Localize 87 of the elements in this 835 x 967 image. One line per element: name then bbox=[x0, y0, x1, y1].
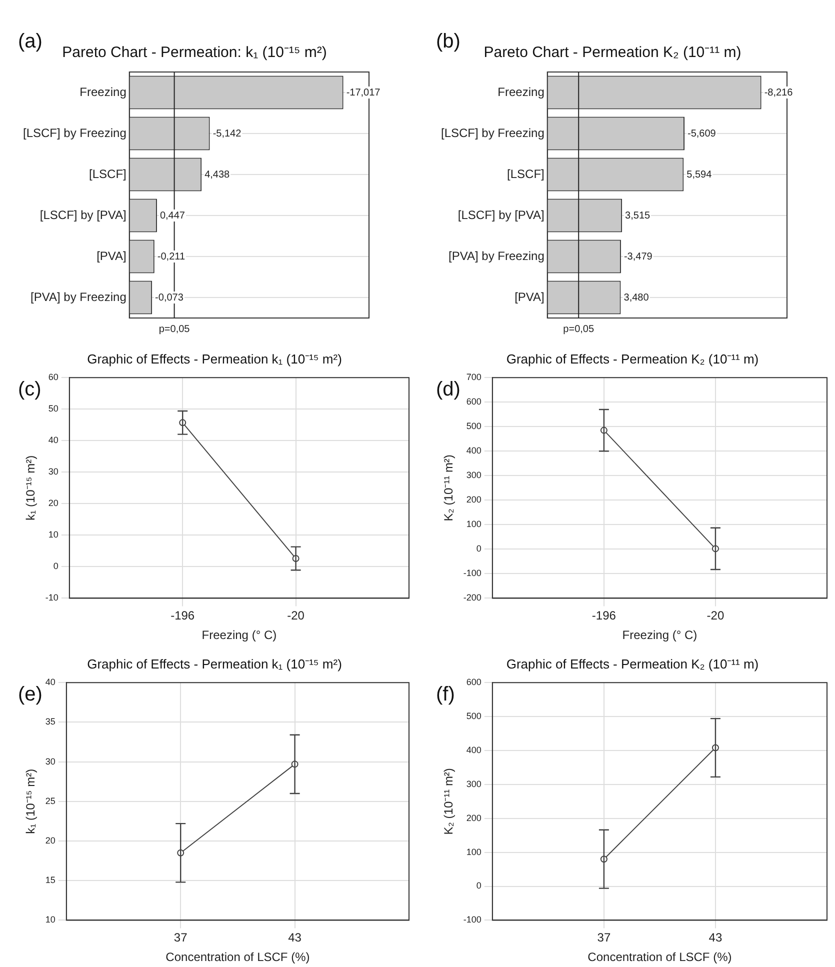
y-tick-label: -10 bbox=[45, 592, 58, 603]
y-tick-label: [PVA] bbox=[96, 248, 126, 263]
y-tick-label: 400 bbox=[466, 744, 482, 755]
annotation: -8,216 bbox=[764, 87, 794, 98]
y-tick-label: [LSCF] by Freezing bbox=[440, 126, 544, 140]
chart-title: Pareto Chart - Permeation K₂ (10⁻¹¹ m) bbox=[484, 44, 742, 62]
y-tick-label: 600 bbox=[466, 396, 482, 407]
y-tick-label: [PVA] bbox=[514, 290, 544, 304]
y-tick-label: 50 bbox=[48, 404, 58, 414]
x-tick-label: 43 bbox=[288, 930, 302, 945]
y-tick-label: [PVA] by Freezing bbox=[30, 290, 126, 304]
annotation: 5,594 bbox=[686, 169, 712, 180]
y-tick-label: [LSCF] by [PVA] bbox=[40, 208, 126, 222]
y-tick-label: 400 bbox=[466, 446, 482, 456]
x-axis-title: Freezing (° C) bbox=[202, 628, 277, 642]
y-tick-label: Freezing bbox=[80, 84, 126, 99]
annotation: 0,447 bbox=[160, 210, 186, 222]
y-tick-label: [LSCF] bbox=[507, 166, 544, 181]
x-tick-label: 43 bbox=[708, 930, 722, 945]
x-tick-label: -196 bbox=[592, 608, 616, 623]
text: (f) bbox=[436, 684, 455, 706]
y-tick-label: 300 bbox=[466, 778, 482, 789]
y-tick-label: 100 bbox=[466, 846, 482, 857]
y-tick-label: 100 bbox=[466, 519, 482, 530]
y-axis-title: K₂ (10⁻¹¹ m²) bbox=[442, 454, 456, 522]
y-tick-label: 500 bbox=[466, 421, 482, 432]
y-tick-label: [PVA] by Freezing bbox=[448, 248, 544, 263]
x-axis-title: Freezing (° C) bbox=[622, 628, 698, 642]
text: (d) bbox=[436, 378, 460, 401]
y-tick-label: 30 bbox=[45, 756, 56, 766]
annotation: -0,073 bbox=[155, 292, 184, 304]
y-tick-label: 10 bbox=[48, 530, 58, 540]
y-tick-label: [LSCF] bbox=[89, 166, 126, 181]
text: p=0,05 bbox=[158, 324, 190, 335]
y-tick-label: [LSCF] by [PVA] bbox=[458, 208, 544, 222]
text: p=0,05 bbox=[563, 324, 594, 335]
text: (b) bbox=[436, 30, 460, 53]
y-tick-label: 15 bbox=[45, 875, 56, 886]
annotation: -5,142 bbox=[212, 128, 242, 140]
x-tick-label: 37 bbox=[597, 930, 611, 945]
x-axis-title: Concentration of LSCF (%) bbox=[588, 950, 732, 964]
y-tick-label: 200 bbox=[466, 812, 482, 823]
text: (e) bbox=[18, 684, 42, 706]
annotation: -3,479 bbox=[624, 251, 653, 262]
y-tick-label: -200 bbox=[463, 592, 482, 603]
y-tick-label: 600 bbox=[466, 677, 482, 688]
y-tick-label: 0 bbox=[476, 880, 482, 891]
annotation: -0,211 bbox=[157, 251, 186, 262]
annotation: -5,609 bbox=[688, 128, 716, 140]
y-tick-label: 0 bbox=[53, 561, 58, 572]
annotation: 4,438 bbox=[204, 169, 230, 180]
y-tick-label: 20 bbox=[48, 498, 58, 508]
chart-title: Graphic of Effects - Permeation K₂ (10⁻¹¹ m) bbox=[506, 351, 759, 366]
y-tick-label: 20 bbox=[45, 835, 56, 846]
y-tick-label: 200 bbox=[466, 494, 482, 505]
chart-title: Graphic of Effects - Permeation k₁ (10⁻¹⁵ m²) bbox=[87, 656, 342, 672]
y-tick-label: 60 bbox=[48, 372, 58, 382]
y-tick-label: 500 bbox=[466, 711, 482, 722]
text: (a) bbox=[18, 30, 42, 53]
x-tick-label: -196 bbox=[170, 608, 195, 623]
y-tick-label: 40 bbox=[45, 677, 56, 688]
annotation: 3,515 bbox=[625, 210, 651, 222]
y-tick-label: 30 bbox=[48, 466, 58, 477]
y-tick-label: -100 bbox=[463, 568, 482, 578]
x-axis-title: Concentration of LSCF (%) bbox=[166, 950, 310, 964]
y-tick-label: 25 bbox=[45, 796, 56, 806]
y-axis-title: k₁ (10⁻¹⁵ m²) bbox=[24, 455, 38, 520]
y-tick-label: 700 bbox=[466, 372, 482, 382]
y-tick-label: -100 bbox=[463, 914, 482, 925]
text: (c) bbox=[18, 378, 42, 401]
annotation: -17,017 bbox=[346, 87, 381, 98]
y-axis-title: k₁ (10⁻¹⁵ m²) bbox=[24, 768, 38, 834]
chart-title: Pareto Chart - Permeation: k₁ (10⁻¹⁵ m²) bbox=[62, 44, 327, 62]
x-tick-label: -20 bbox=[706, 608, 724, 623]
chart-title: Graphic of Effects - Permeation k₁ (10⁻¹⁵ m²) bbox=[87, 351, 342, 366]
x-tick-label: -20 bbox=[287, 608, 305, 623]
y-tick-label: 35 bbox=[45, 716, 56, 727]
y-tick-label: 300 bbox=[466, 470, 482, 480]
y-tick-label: 10 bbox=[45, 914, 56, 925]
chart-title: Graphic of Effects - Permeation K₂ (10⁻¹¹ m) bbox=[506, 656, 759, 672]
annotation: 3,480 bbox=[624, 292, 650, 304]
y-tick-label: 40 bbox=[48, 435, 58, 446]
y-tick-label: 0 bbox=[476, 544, 482, 554]
y-axis-title: K₂ (10⁻¹¹ m²) bbox=[442, 768, 456, 835]
y-tick-label: Freezing bbox=[498, 84, 544, 99]
x-tick-label: 37 bbox=[174, 930, 188, 945]
y-tick-label: [LSCF] by Freezing bbox=[22, 126, 126, 140]
